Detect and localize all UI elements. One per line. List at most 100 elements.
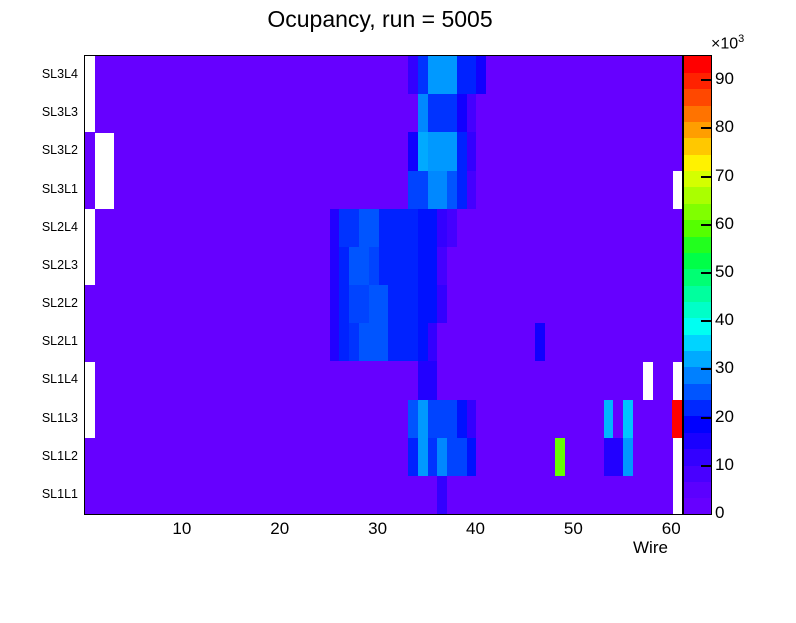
heatmap-cell [368,285,389,324]
heatmap-cell [427,170,448,210]
heatmap-cell [417,437,429,477]
heatmap-cell [388,323,419,362]
palette-tick [701,223,712,226]
heatmap-cell [407,399,419,439]
heatmap-cell [359,208,380,248]
heatmap-cell [447,208,458,248]
heatmap-cell [456,170,468,210]
heatmap-cell [447,170,458,210]
heatmap-cell [613,399,624,439]
heatmap-cell [94,361,419,401]
y-axis-label-sl1l2: SL1L2 [41,448,78,463]
heatmap-cell [633,437,673,477]
heatmap-cell [466,94,478,133]
heatmap-cell [417,246,438,286]
heatmap-cell [437,246,448,286]
x-axis-tick [0,505,2,513]
heatmap-cell [456,94,468,133]
heatmap-cell [417,56,429,95]
heatmap-cell [378,246,419,286]
palette-tick [701,320,712,323]
heatmap-cell [407,132,419,172]
heatmap-cell [388,285,419,324]
y-axis-label-sl3l4: SL3L4 [41,67,78,82]
palette-band [684,301,711,319]
x-axis-tick [0,220,2,228]
heatmap-cell [368,246,380,286]
heatmap-cell [427,94,458,133]
heatmap-cell [339,246,350,286]
heatmap-cell [476,56,487,95]
palette-band [684,170,711,188]
palette-band [684,366,711,384]
heatmap-cell [456,208,682,248]
color-palette-bar [683,55,712,515]
heatmap-cell [94,94,419,133]
heatmap-cell [427,132,458,172]
heatmap-cell [114,170,409,210]
heatmap-cell [349,285,370,324]
palette-band [684,481,711,499]
palette-band [684,186,711,204]
heatmap-cell [437,285,448,324]
root-canvas: Ocupancy, run = 5005 SL3L4 SL3L3 SL3L2 SL3L… [0,6,744,557]
y-axis-label-sl1l1: SL1L1 [41,486,78,501]
heatmap-cell [85,323,331,362]
heatmap-cell [417,361,438,401]
palette-tick [701,416,712,419]
y-axis-label-sl3l2: SL3L2 [41,143,78,158]
plot-frame [84,55,683,515]
heatmap-cell [349,323,360,362]
heatmap-cell [633,399,673,439]
x-axis-tick [0,600,2,608]
y-axis-label-sl2l1: SL2L1 [41,334,78,349]
y-axis-label-sl1l3: SL1L3 [41,410,78,425]
x-axis-label-60: 60 [661,519,681,538]
x-axis-title: Wire [633,538,668,557]
palette-band [684,383,711,401]
heatmap-cell [417,208,438,248]
palette-band [684,334,711,352]
heatmap-cell [85,170,96,210]
heatmap-cell [417,323,429,362]
heatmap-cell [339,285,350,324]
palette-label-60: 60 [715,213,734,233]
palette-band [684,285,711,302]
palette-label-10: 10 [715,454,734,474]
heatmap-cell [427,399,458,439]
heatmap-cell [476,132,682,172]
x-axis-label-30: 30 [368,519,388,538]
page-title: Ocupancy, run = 5005 [267,6,493,32]
heatmap-cell [476,94,682,133]
palette-label-70: 70 [715,165,734,185]
palette-label-0: 0 [715,503,725,522]
palette-label-50: 50 [715,261,734,281]
heatmap-cell [623,437,634,477]
palette-label-20: 20 [715,406,734,426]
heatmap-cell [94,208,331,248]
palette-label-30: 30 [715,358,734,378]
palette-tick [701,79,712,82]
palette-label-90: 90 [715,69,734,89]
heatmap-cell [486,56,682,95]
palette-band [684,56,711,73]
palette-band [684,350,711,368]
heatmap-cell [544,323,682,362]
heatmap-cell [456,132,468,172]
palette-tick [701,464,712,467]
heatmap-cell [456,56,478,95]
heatmap-cell [447,437,468,477]
heatmap-cell [466,437,478,477]
palette-band [684,448,711,466]
heatmap-cell [623,399,634,439]
heatmap-cell [329,246,341,286]
palette-label-40: 40 [715,310,734,330]
heatmap-cell [417,399,429,439]
x-axis-tick [0,125,2,133]
x-axis-label-10: 10 [172,519,192,538]
heatmap-cell [85,475,438,514]
heatmap-cell [329,285,341,324]
palette-band [684,154,711,172]
y-axis-label-sl1l4: SL1L4 [41,372,78,387]
x-axis-label-50: 50 [563,519,583,538]
